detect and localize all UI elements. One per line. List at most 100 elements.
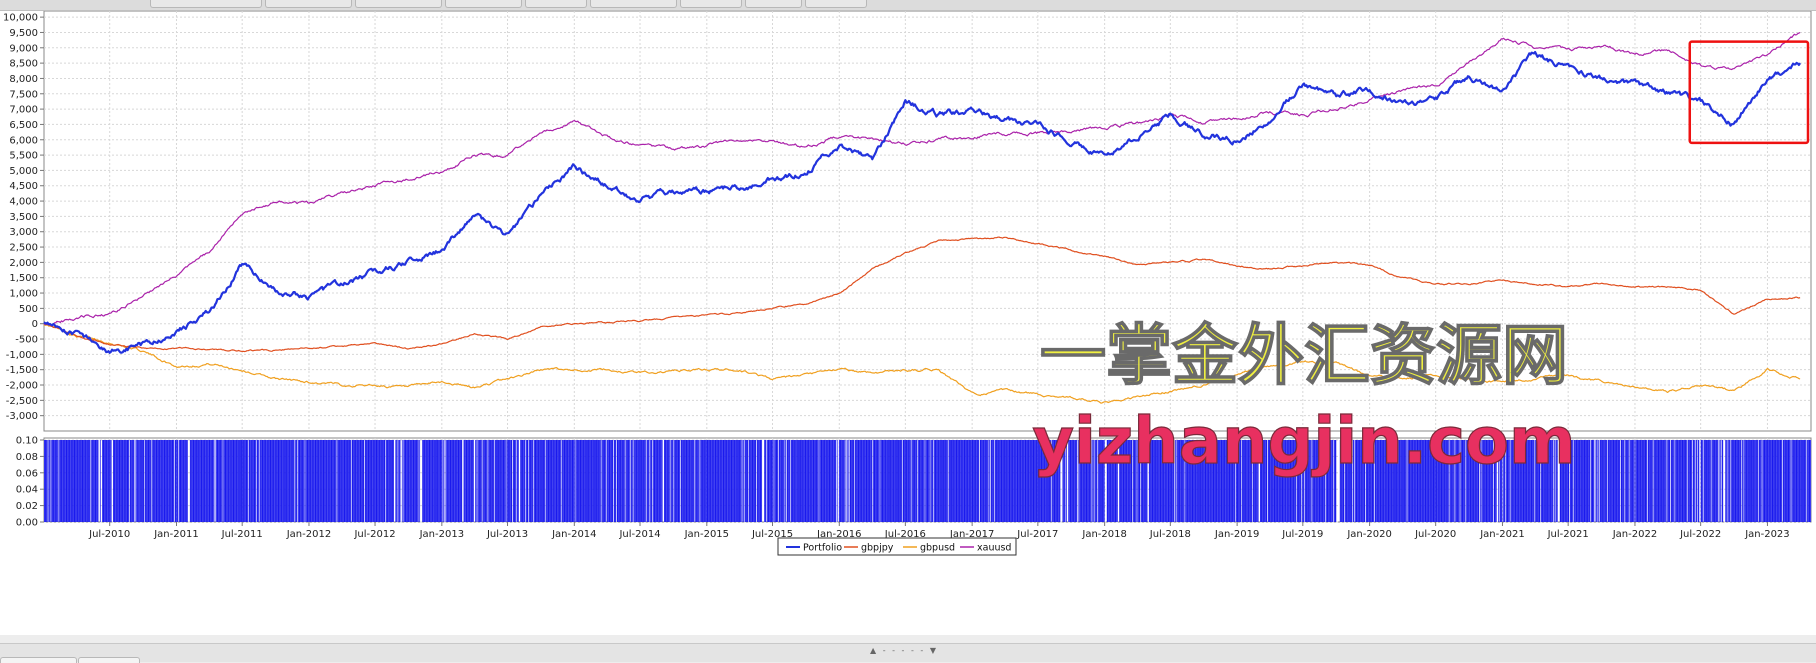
- position-bar: [203, 440, 204, 522]
- position-bar: [678, 440, 680, 522]
- position-bar: [1212, 440, 1213, 522]
- position-bar: [1240, 440, 1242, 522]
- toolbar-tab[interactable]: [525, 0, 587, 8]
- position-bar: [1268, 440, 1269, 522]
- y-tick-label: 500: [19, 304, 38, 315]
- bottom-tab[interactable]: [78, 657, 140, 663]
- position-bar: [1500, 440, 1502, 522]
- position-bar: [287, 440, 288, 522]
- position-bar: [1287, 440, 1289, 522]
- position-bar: [688, 440, 690, 522]
- position-bar: [1006, 440, 1008, 522]
- position-bar: [957, 440, 959, 522]
- position-bar: [1027, 440, 1028, 522]
- position-bar: [348, 440, 349, 522]
- position-bar: [1238, 440, 1240, 522]
- position-bar: [1278, 440, 1279, 522]
- position-bar: [1366, 440, 1367, 522]
- position-bar: [527, 440, 529, 522]
- position-bar: [1389, 440, 1390, 522]
- position-bar: [429, 440, 431, 522]
- position-bar: [114, 440, 116, 522]
- position-bar: [1517, 440, 1518, 522]
- position-bar: [1161, 440, 1163, 522]
- position-bar: [701, 440, 703, 522]
- position-bar: [1404, 440, 1406, 522]
- position-bar: [433, 440, 434, 522]
- position-bar: [929, 440, 930, 522]
- position-bar: [518, 440, 519, 522]
- toolbar-tab[interactable]: [590, 0, 677, 8]
- position-bar: [1398, 440, 1400, 522]
- position-bar: [1714, 440, 1716, 522]
- position-bar: [581, 440, 582, 522]
- position-bar: [738, 440, 740, 522]
- position-bar: [635, 440, 637, 522]
- position-bar: [264, 440, 265, 522]
- position-bar: [145, 440, 147, 522]
- position-bar: [335, 440, 337, 522]
- position-bar: [631, 440, 633, 522]
- legend-label-gbpusd: gbpusd: [920, 543, 955, 554]
- position-bar: [566, 440, 568, 522]
- position-bar: [1230, 440, 1231, 522]
- position-bar: [1485, 440, 1486, 522]
- x-tick-label: Jul-2012: [353, 529, 395, 540]
- position-bar: [800, 440, 802, 522]
- position-bar: [1329, 440, 1331, 522]
- position-bar: [1032, 440, 1034, 522]
- position-bar: [1213, 440, 1215, 522]
- position-bar: [279, 440, 281, 522]
- position-bar: [1535, 440, 1536, 522]
- position-bar: [108, 440, 110, 522]
- position-bar: [1752, 440, 1754, 522]
- toolbar-tab[interactable]: [265, 0, 352, 8]
- position-bar: [483, 440, 484, 522]
- splitter-handle[interactable]: ▲ - - - - - ▼: [870, 646, 938, 655]
- position-bar: [843, 440, 845, 522]
- position-bar: [327, 440, 329, 522]
- position-bar: [1234, 440, 1236, 522]
- position-bar: [384, 440, 386, 522]
- toolbar-tab[interactable]: [150, 0, 262, 8]
- position-bar: [860, 440, 861, 522]
- position-bar: [1742, 440, 1743, 522]
- position-bar: [249, 440, 251, 522]
- position-bar: [1706, 440, 1708, 522]
- position-bar: [197, 440, 199, 522]
- position-bar: [181, 440, 183, 522]
- position-bar: [157, 440, 159, 522]
- position-bar: [1471, 440, 1472, 522]
- position-bar: [1466, 440, 1467, 522]
- position-bar: [670, 440, 672, 522]
- position-bar: [203, 440, 205, 522]
- position-bar: [1488, 440, 1490, 522]
- position-bar: [407, 440, 408, 522]
- position-bar: [147, 440, 149, 522]
- position-bar: [497, 440, 499, 522]
- position-bar: [1367, 440, 1369, 522]
- bottom-tab[interactable]: [0, 657, 77, 663]
- position-bar: [770, 440, 771, 522]
- x-tick-label: Jan-2013: [419, 529, 464, 540]
- position-bar: [1808, 440, 1809, 522]
- position-bar: [366, 440, 368, 522]
- position-bar: [1323, 440, 1325, 522]
- position-bar: [1375, 440, 1377, 522]
- position-bar: [1180, 440, 1182, 522]
- position-bar: [131, 440, 133, 522]
- position-bar: [1776, 440, 1777, 522]
- toolbar-tab[interactable]: [745, 0, 802, 8]
- position-bar: [934, 440, 935, 522]
- position-bar: [494, 440, 496, 522]
- position-bar: [992, 440, 993, 522]
- position-bar: [997, 440, 998, 522]
- toolbar-tab[interactable]: [680, 0, 742, 8]
- position-bar: [1726, 440, 1727, 522]
- toolbar-tab[interactable]: [805, 0, 867, 8]
- position-bar: [1273, 440, 1275, 522]
- toolbar-tab[interactable]: [355, 0, 442, 8]
- position-bar: [1201, 440, 1203, 522]
- toolbar-tab[interactable]: [445, 0, 522, 8]
- position-bar: [667, 440, 669, 522]
